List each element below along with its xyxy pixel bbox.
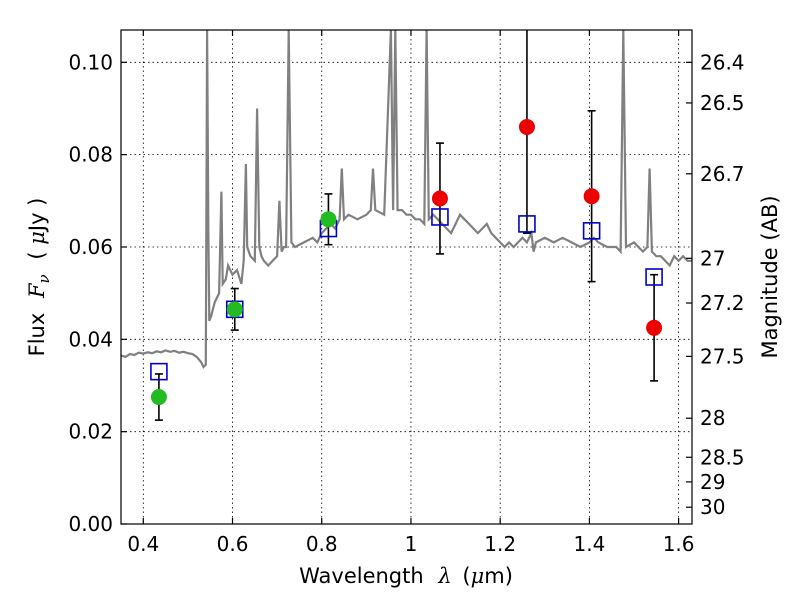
photometry-marker [518, 118, 535, 135]
y-tick-label: 0.10 [68, 50, 113, 74]
y2-tick-label: 30 [700, 495, 725, 519]
model-marker [431, 208, 449, 226]
x-axis-label-text: Wavelength [299, 564, 424, 588]
y-axis-label: Flux Fν ( μJy ) [25, 198, 54, 357]
y2-tick-label: 26.7 [700, 162, 745, 186]
photometry-marker [646, 319, 663, 336]
y2-tick-label: 26.5 [700, 91, 745, 115]
photometry-marker [320, 211, 337, 228]
y-axis-label-unit-rest: Jy ) [25, 198, 49, 234]
x-axis-label-unit-rest: m) [484, 564, 513, 588]
data-markers [150, 118, 663, 406]
y-tick-label: 0.06 [68, 235, 113, 259]
y-axis-label-text: Flux [25, 313, 49, 357]
y-tick-label: 0.00 [68, 512, 113, 536]
axis-ticks: 0.4 0.6 0.8 1 1.2 1.4 1.6 0.00 0.02 0.04 0.06 0.08 0… [68, 30, 745, 556]
y2-tick-label: 26.4 [700, 50, 745, 74]
y2-tick-label: 27.5 [700, 344, 745, 368]
spectrum-line [121, 30, 692, 369]
x-axis-label-unit-greek: μ [471, 564, 485, 588]
y-axis-label-unit-open: ( [25, 251, 49, 259]
y-tick-label: 0.02 [68, 420, 113, 444]
y-tick-label: 0.08 [68, 143, 113, 167]
x-tick-label: 0.8 [306, 532, 338, 556]
y2-axis-label: Magnitude (AB) [758, 195, 782, 358]
y-tick-label: 0.04 [68, 327, 113, 351]
x-tick-label: 1.6 [663, 532, 695, 556]
y2-tick-label: 27.2 [700, 291, 745, 315]
y2-tick-label: 27 [700, 246, 725, 270]
y-axis-label-unit-greek: μ [25, 231, 49, 245]
x-axis-label-unit-open: ( [462, 564, 470, 588]
plot-frame [120, 29, 693, 525]
y2-tick-label: 28.5 [700, 445, 745, 469]
x-tick-label: 1 [405, 532, 418, 556]
x-tick-label: 0.6 [217, 532, 249, 556]
model-marker [645, 268, 663, 286]
x-tick-label: 1.4 [573, 532, 605, 556]
x-tick-label: 1.2 [484, 532, 516, 556]
y2-tick-label: 28 [700, 406, 725, 430]
photometry-marker [226, 301, 243, 318]
model-marker [518, 215, 536, 233]
y-axis-label-symbol: F [25, 282, 49, 299]
model-marker [582, 222, 601, 240]
photometry-marker [150, 389, 167, 406]
model-marker [150, 362, 168, 381]
error-bars [154, 30, 659, 421]
photometry-marker [431, 190, 448, 207]
x-axis-label: Wavelength λ (μm) [299, 564, 513, 588]
x-tick-label: 0.4 [127, 532, 159, 556]
x-axis-label-symbol: λ [437, 564, 451, 588]
photometry-marker [583, 188, 600, 205]
y-axis-label-subscript: ν [35, 274, 53, 283]
y2-tick-label: 29 [700, 470, 725, 494]
